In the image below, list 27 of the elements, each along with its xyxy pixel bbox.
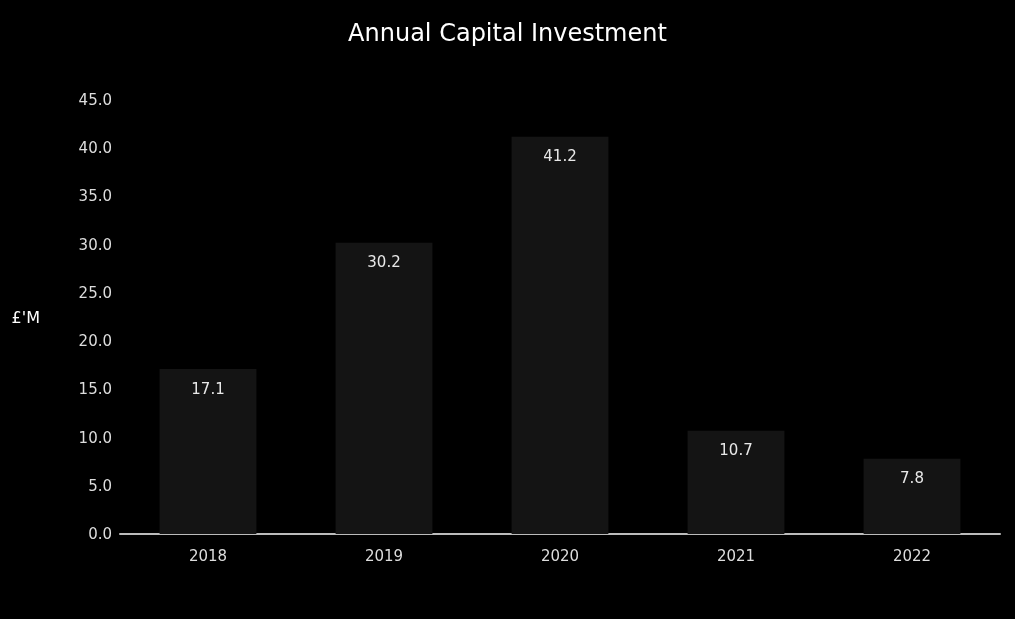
data-label: 30.2 xyxy=(367,253,401,272)
y-tick-label: 30.0 xyxy=(78,235,112,254)
data-label: 41.2 xyxy=(543,147,577,166)
data-label: 17.1 xyxy=(191,379,225,398)
y-tick-label: 35.0 xyxy=(78,187,112,206)
bar xyxy=(687,430,785,534)
y-tick-label: 25.0 xyxy=(78,283,112,302)
y-tick-label: 5.0 xyxy=(88,476,112,495)
y-tick-label: 20.0 xyxy=(78,332,112,351)
y-tick-label: 45.0 xyxy=(78,91,112,109)
data-label: 7.8 xyxy=(900,469,924,488)
x-tick-label: 2018 xyxy=(188,546,228,565)
y-tick-label: 0.0 xyxy=(88,525,112,543)
bar xyxy=(159,369,257,534)
y-tick-label: 10.0 xyxy=(78,428,112,447)
chart-title: Annual Capital Investment xyxy=(348,19,667,47)
x-tick-label: 2022 xyxy=(892,546,932,565)
bar xyxy=(335,242,433,534)
x-tick-label: 2020 xyxy=(540,546,580,565)
y-tick-label: 15.0 xyxy=(78,380,112,399)
x-tick-label: 2019 xyxy=(364,546,404,565)
y-axis-title: £'M xyxy=(11,307,40,327)
x-tick-label: 2021 xyxy=(716,546,756,565)
bar xyxy=(863,458,961,534)
data-label: 10.7 xyxy=(719,441,753,460)
y-tick-label: 40.0 xyxy=(78,139,112,158)
bar xyxy=(511,136,609,534)
